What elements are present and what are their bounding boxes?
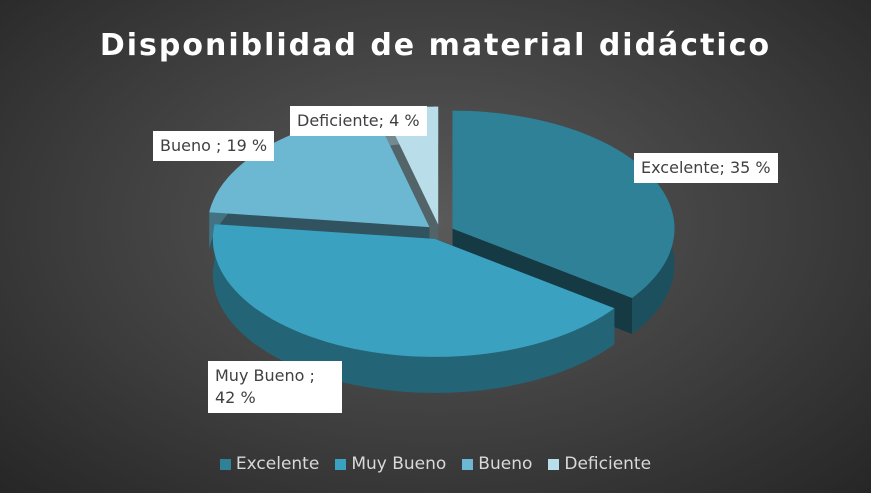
legend-item: Deficiente: [548, 454, 651, 474]
slice-top: [383, 106, 439, 225]
data-label: Excelente; 35 %: [634, 153, 778, 183]
data-label: Muy Bueno ; 42 %: [208, 361, 342, 413]
legend: Excelente Muy Bueno Bueno Deficiente: [0, 454, 871, 474]
slice-top: [212, 224, 615, 357]
legend-label: Excelente: [235, 454, 320, 474]
slice-side: [212, 224, 615, 393]
legend-label: Muy Bueno: [351, 454, 447, 474]
legend-label: Bueno: [478, 454, 533, 474]
legend-item: Excelente: [219, 454, 320, 474]
data-label: Bueno ; 19 %: [153, 131, 275, 161]
legend-item: Muy Bueno: [335, 454, 446, 474]
slice-top: [452, 110, 675, 298]
data-label: Deficiente; 4 %: [290, 106, 427, 136]
pie-slice: [212, 224, 615, 393]
legend-label: Deficiente: [564, 454, 652, 474]
legend-swatch: [219, 458, 231, 470]
legend-swatch: [548, 458, 560, 470]
legend-swatch: [462, 458, 474, 470]
legend-swatch: [335, 458, 347, 470]
chart-title: Disponiblidad de material didáctico: [99, 28, 772, 63]
slice-top: [209, 112, 430, 228]
legend-item: Bueno: [462, 454, 532, 474]
